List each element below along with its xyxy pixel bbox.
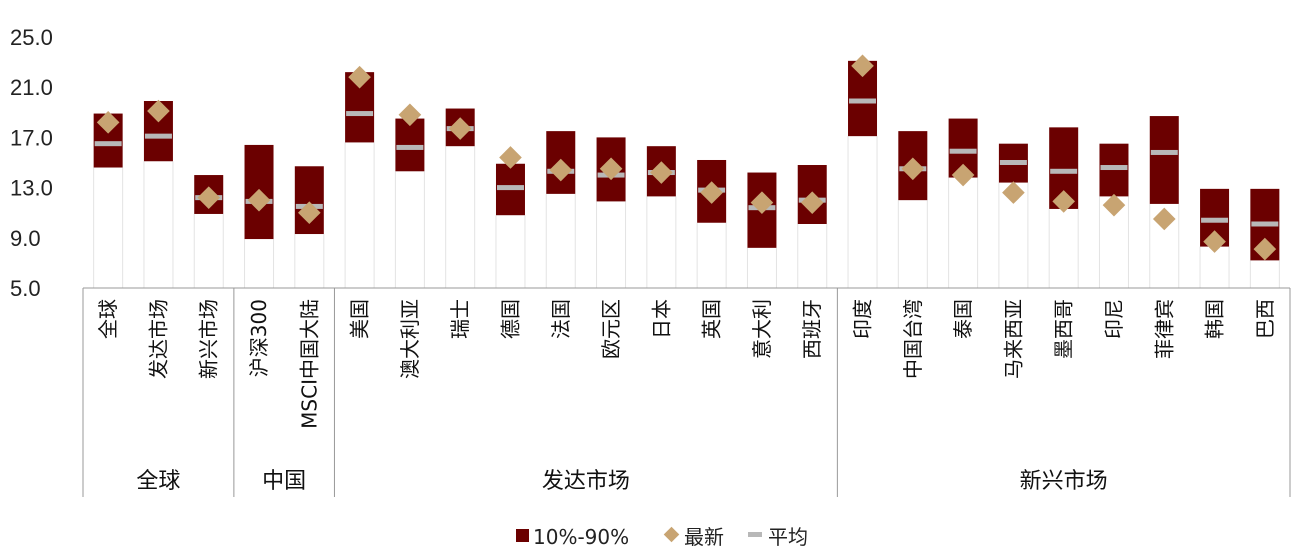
category-label: 澳大利亚 (398, 299, 422, 379)
category-label: 泰国 (951, 299, 975, 339)
latest-marker (247, 188, 271, 212)
average-marker (496, 185, 524, 191)
category-label: 欧元区 (599, 299, 623, 359)
y-tick-label: 17.0 (10, 125, 53, 150)
average-marker (949, 148, 977, 154)
y-tick-label: 13.0 (10, 176, 53, 201)
group-label: 全球 (136, 469, 180, 494)
range-bar (1099, 143, 1129, 197)
group-label: 新兴市场 (1020, 469, 1108, 494)
y-tick-label: 9.0 (10, 226, 41, 251)
category-label: 全球 (96, 299, 120, 339)
category-label: 新兴市场 (197, 299, 221, 379)
average-marker (1050, 168, 1078, 174)
average-marker (346, 111, 374, 117)
legend-label-latest: 最新 (684, 525, 724, 549)
y-tick-label: 21.0 (10, 75, 53, 100)
average-marker (1150, 149, 1178, 155)
group-label: 中国 (262, 469, 306, 494)
average-marker (849, 98, 877, 104)
category-label: 巴西 (1253, 299, 1277, 339)
category-label: 意大利 (750, 299, 774, 359)
legend-label-range: 10%-90% (533, 525, 629, 549)
latest-marker (96, 111, 120, 134)
category-label: 日本 (649, 299, 673, 339)
latest-marker (1102, 193, 1126, 217)
category-label: MSCI中国大陆 (297, 299, 321, 429)
average-marker (1251, 221, 1279, 227)
average-marker (999, 160, 1027, 165)
category-label: 法国 (549, 299, 573, 339)
average-marker (94, 141, 122, 147)
category-label: 德国 (498, 299, 522, 339)
category-label: 美国 (348, 299, 372, 339)
category-label: 西班牙 (800, 299, 824, 359)
category-label: 印尼 (1102, 299, 1126, 339)
latest-marker (147, 99, 170, 123)
category-label: 中国台湾 (901, 299, 925, 379)
legend: 10%-90% 最新 平均 (516, 525, 808, 549)
category-label: 韩国 (1203, 299, 1227, 339)
category-label: 沪深300 (247, 299, 271, 377)
category-label: 瑞士 (448, 299, 472, 339)
y-axis: 5.0 9.0 13.0 17.0 21.0 25.0 (10, 25, 53, 301)
y-tick-label: 5.0 (10, 276, 41, 301)
average-marker (1100, 165, 1128, 171)
latest-marker (348, 65, 371, 89)
category-label: 墨西哥 (1052, 299, 1076, 359)
category-label: 印度 (851, 299, 875, 339)
legend-swatch-range (516, 529, 529, 542)
latest-marker (1002, 181, 1025, 204)
legend-swatch-average (748, 532, 762, 537)
latest-marker (398, 103, 422, 127)
average-marker (144, 133, 172, 139)
category-label: 英国 (700, 299, 724, 339)
group-label: 发达市场 (542, 469, 630, 494)
latest-marker (1152, 207, 1176, 231)
legend-label-average: 平均 (768, 525, 808, 549)
average-marker (1201, 217, 1229, 223)
category-label: 马来西亚 (1001, 299, 1025, 379)
range-bar (395, 118, 425, 172)
category-label: 发达市场 (146, 299, 170, 379)
y-tick-label: 25.0 (10, 25, 53, 50)
category-label: 菲律宾 (1152, 299, 1176, 359)
average-marker (396, 144, 424, 150)
range-bar (1149, 116, 1179, 204)
range-bars (93, 54, 1280, 288)
legend-swatch-latest (663, 526, 680, 543)
